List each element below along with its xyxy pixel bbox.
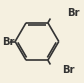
Text: Br: Br: [67, 8, 80, 18]
Text: Br: Br: [3, 37, 15, 46]
Text: Br: Br: [62, 65, 75, 75]
